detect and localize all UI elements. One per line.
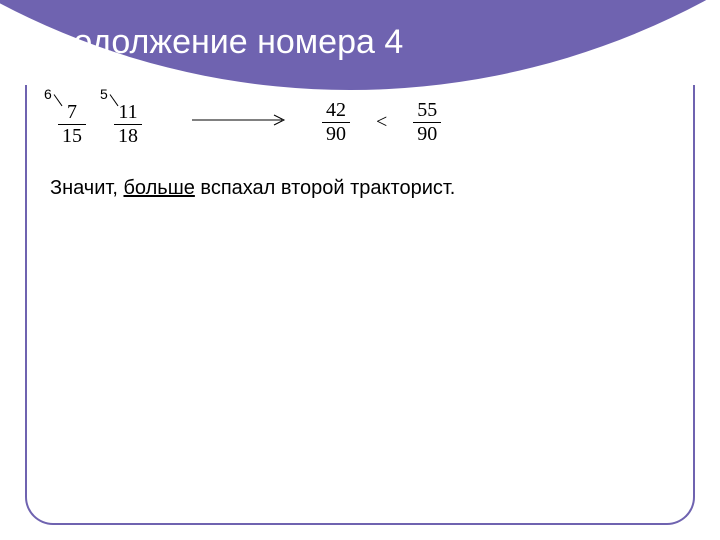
arrow-icon (192, 112, 292, 128)
fraction-2-group: 5 11 18 (106, 98, 142, 147)
slide: Продолжение номера 4 6 7 15 5 11 18 (0, 0, 720, 540)
answer-line: Значит, больше вспахал второй тракторист… (50, 177, 670, 200)
page-title: Продолжение номера 4 (30, 22, 690, 63)
fraction-1-denominator: 15 (58, 124, 86, 147)
comparator: < (370, 111, 393, 134)
answer-before: Значит, (50, 177, 123, 199)
answer-after: вспахал второй тракторист. (195, 177, 456, 199)
fraction-3-numerator: 42 (322, 100, 350, 122)
arrow-wrap (192, 112, 292, 133)
fraction-4: 55 90 (413, 100, 441, 145)
fraction-3-denominator: 90 (322, 122, 350, 145)
fraction-4-numerator: 55 (413, 100, 441, 122)
slide-content: 6 7 15 5 11 18 (50, 98, 670, 200)
multiplier-2: 5 (100, 86, 108, 102)
math-row: 6 7 15 5 11 18 (50, 98, 670, 147)
fraction-3: 42 90 (322, 100, 350, 145)
fraction-2-denominator: 18 (114, 124, 142, 147)
multiplier-1: 6 (44, 86, 52, 102)
fraction-4-denominator: 90 (413, 122, 441, 145)
fraction-1-numerator: 7 (63, 102, 81, 124)
answer-underlined: больше (123, 177, 194, 199)
fraction-1-group: 6 7 15 (50, 98, 86, 147)
fraction-2: 11 18 (114, 102, 142, 147)
fraction-1: 7 15 (58, 102, 86, 147)
